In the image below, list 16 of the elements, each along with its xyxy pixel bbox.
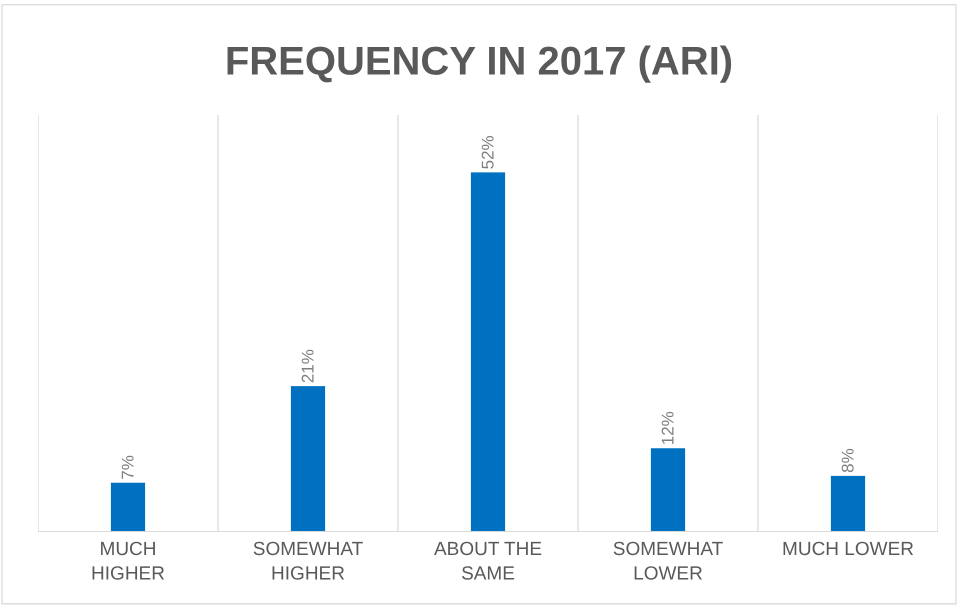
data-label: 7% bbox=[118, 455, 138, 480]
bar bbox=[650, 448, 686, 531]
x-tick-label: SOMEWHAT LOWER bbox=[612, 538, 724, 585]
bar bbox=[830, 476, 866, 531]
bar bbox=[110, 482, 146, 531]
x-tick-label: SOMEWHAT HIGHER bbox=[252, 538, 364, 585]
data-label: 8% bbox=[838, 448, 858, 473]
data-label: 12% bbox=[658, 411, 678, 446]
bar bbox=[290, 386, 326, 531]
x-tick-label: ABOUT THE SAME bbox=[434, 538, 542, 585]
data-label: 52% bbox=[478, 135, 498, 170]
data-label: 21% bbox=[298, 349, 318, 384]
chart-title: FREQUENCY IN 2017 (ARI) bbox=[224, 40, 734, 84]
x-tick-label: MUCH HIGHER bbox=[91, 538, 165, 585]
x-tick-label: MUCH LOWER bbox=[782, 538, 914, 560]
bar bbox=[470, 172, 506, 531]
